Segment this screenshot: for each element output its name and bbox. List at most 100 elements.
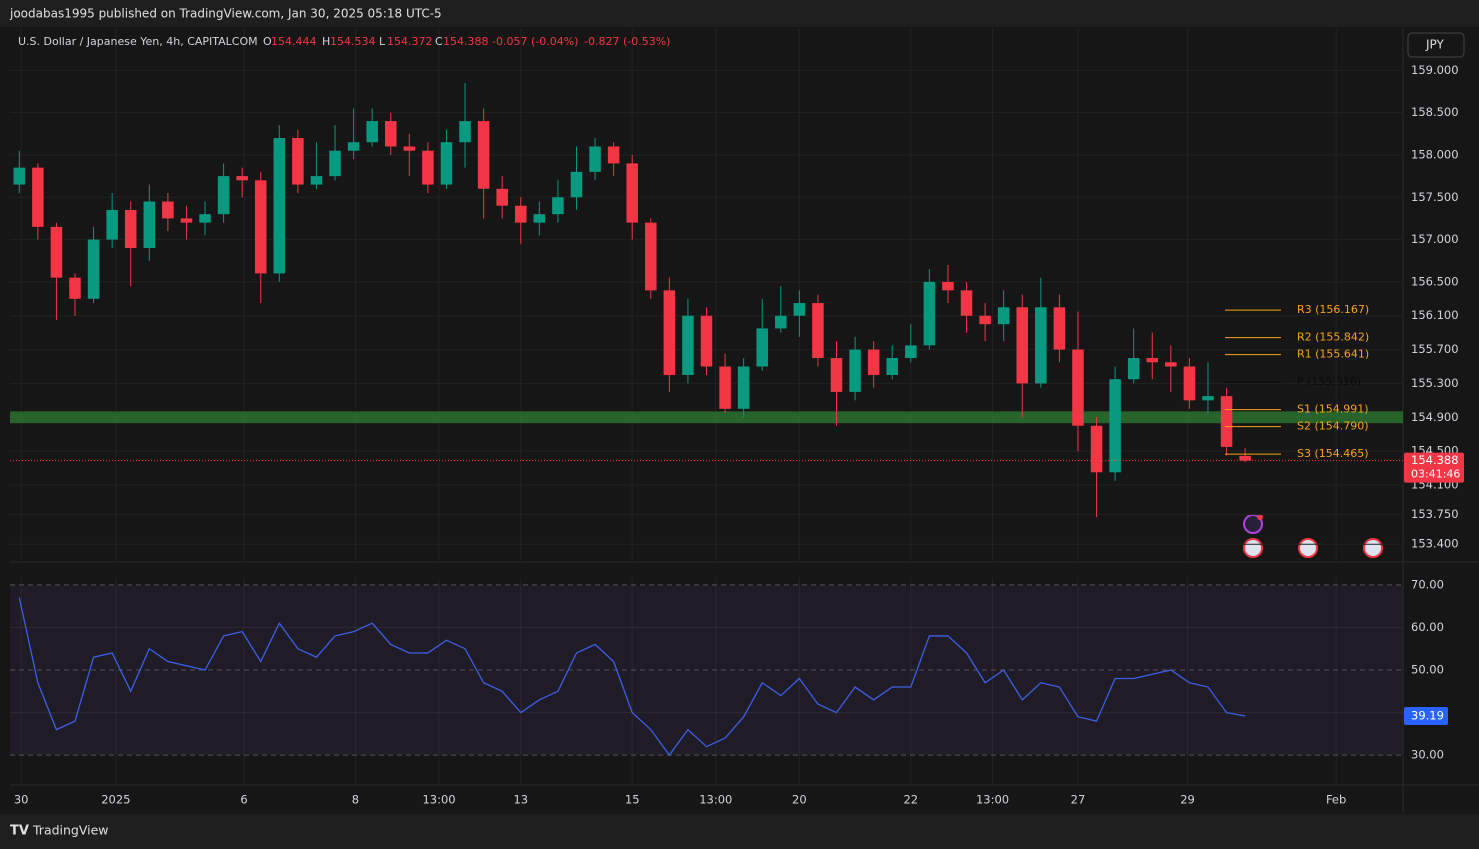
x-tick-label: 13 (513, 793, 528, 807)
candle-body (1127, 358, 1140, 380)
last-price-box (1404, 452, 1464, 483)
x-tick-label: 13:00 (976, 793, 1009, 807)
candle-body (700, 315, 713, 367)
event-icon[interactable] (1363, 538, 1383, 558)
candle-body (997, 307, 1010, 325)
symbol-title: U.S. Dollar / Japanese Yen, 4h, CAPITALC… (18, 35, 258, 48)
ohlc-prefix: C (435, 35, 443, 48)
candle-body (552, 197, 564, 215)
y-tick-label: 154.900 (1411, 410, 1459, 424)
y-tick-label: 70.00 (1411, 577, 1444, 591)
candle-body (682, 315, 694, 375)
candle-body (1165, 362, 1177, 367)
candle-body (310, 176, 323, 185)
y-tick-label: 157.000 (1411, 232, 1459, 246)
candle-body (1035, 307, 1047, 384)
pivot-label: S2 (154.790) (1297, 420, 1369, 433)
candle-body (830, 358, 843, 392)
candle-body (124, 209, 137, 249)
event-icon[interactable] (1298, 538, 1318, 558)
ohlc-value: 154.388 (443, 35, 489, 48)
candle-body (812, 303, 824, 359)
x-tick-label: 22 (903, 793, 918, 807)
candle-body (1016, 307, 1029, 384)
y-tick-label: 156.500 (1411, 274, 1459, 288)
candle-body (1090, 425, 1103, 473)
y-tick-label: 153.400 (1411, 537, 1459, 551)
rsi-value-label: 39.19 (1411, 709, 1444, 723)
candle-body (1053, 307, 1066, 350)
candle-body (886, 358, 898, 375)
candle-body (329, 150, 341, 177)
candle-body (626, 163, 638, 223)
candle-body (162, 201, 174, 219)
y-tick-label: 157.500 (1411, 190, 1459, 204)
currency: JPY (1425, 38, 1445, 52)
footer-brand: TradingView (32, 823, 109, 838)
change-2: -0.827 (-0.53%) (584, 35, 670, 48)
y-tick-label: 156.100 (1411, 308, 1459, 322)
candle-body (942, 281, 954, 291)
event-icons (1243, 514, 1383, 558)
candle-body (589, 146, 601, 172)
x-tick-label: 13:00 (422, 793, 455, 807)
x-tick-label: 8 (352, 793, 359, 807)
bottom-bar (0, 814, 1479, 849)
candle-body (979, 315, 991, 325)
change: -0.057 (-0.04%) (492, 35, 578, 48)
candle-body (756, 328, 768, 367)
x-tick-label: Feb (1326, 793, 1346, 807)
candle-body (905, 345, 917, 359)
candle-body (923, 281, 936, 346)
candle-body (849, 349, 861, 392)
y-tick-label: 50.00 (1411, 663, 1444, 677)
candle-body (347, 142, 360, 151)
ohlc-value: 154.534 (330, 35, 376, 48)
y-tick-label: 158.000 (1411, 147, 1459, 161)
candle-body (719, 366, 731, 409)
rsi-line (18, 597, 1246, 757)
x-tick-label: 2025 (101, 793, 130, 807)
candle-body (180, 218, 193, 223)
support-zone (10, 411, 1403, 424)
pivot-label: S3 (154.465) (1297, 447, 1369, 460)
last-price-label: 154.388 (1411, 453, 1459, 467)
candle-body (13, 167, 26, 185)
pivot-label: R1 (155.641) (1297, 348, 1369, 361)
candle-body (737, 366, 750, 409)
candle-body (570, 171, 583, 198)
y-tick-label: 153.750 (1411, 507, 1459, 521)
x-tick-label: 27 (1071, 793, 1086, 807)
pivot-label: S1 (154.991) (1297, 403, 1369, 416)
candle-body (515, 205, 527, 223)
y-tick-label: 155.700 (1411, 342, 1459, 356)
candle-body (217, 176, 230, 215)
currency-button[interactable] (1407, 32, 1465, 58)
candle-body (366, 121, 378, 143)
candle-body (403, 146, 416, 151)
countdown: 03:41:46 (1411, 468, 1460, 481)
candle-body (867, 349, 880, 375)
ohlc-value: 154.372 (387, 35, 433, 48)
candle-body (793, 303, 806, 316)
ohlc-prefix: L (379, 35, 386, 48)
candle-body (1146, 358, 1159, 363)
candle-body (496, 188, 508, 206)
candle-body (106, 209, 118, 240)
candle-body (775, 315, 787, 329)
y-tick-label: 159.000 (1411, 63, 1459, 77)
x-tick-label: 13:00 (699, 793, 732, 807)
candle-body (477, 121, 490, 189)
event-icon[interactable] (1243, 538, 1263, 558)
candle-body (422, 150, 434, 185)
y-tick-label: 30.00 (1411, 748, 1444, 762)
candle-body (1202, 396, 1214, 401)
candle-body (292, 138, 304, 185)
candle-body (1220, 396, 1233, 447)
ohlc-value: 154.444 (271, 35, 317, 48)
y-tick-label: 158.500 (1411, 105, 1459, 119)
candle-body (607, 146, 620, 164)
pivot-label: P (155.316) (1297, 375, 1361, 388)
x-tick-label: 6 (240, 793, 247, 807)
